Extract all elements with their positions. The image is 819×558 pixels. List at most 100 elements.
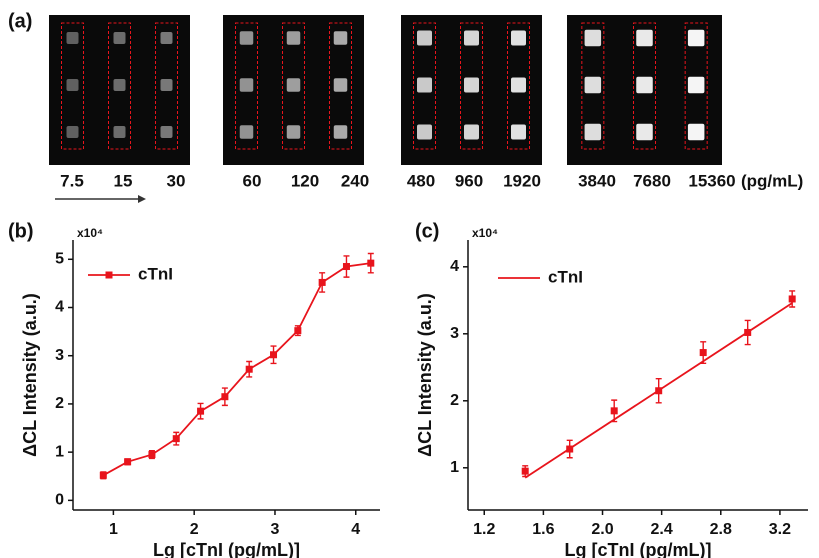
y-tick-label: 3 — [55, 347, 64, 364]
series-line — [103, 263, 371, 475]
concentration-label: 480 — [407, 171, 435, 190]
concentration-label: 7.5 — [60, 171, 84, 190]
concentration-label: 3840 — [578, 171, 616, 190]
data-point — [221, 393, 228, 400]
data-point — [124, 458, 131, 465]
cl-spot — [464, 31, 479, 46]
data-point — [700, 349, 707, 356]
cl-spot — [511, 78, 526, 93]
data-point — [611, 407, 618, 414]
cl-spot — [67, 126, 79, 138]
cl-spot — [636, 30, 653, 47]
cl-spot — [67, 32, 79, 44]
concentration-label: 15 — [114, 171, 133, 190]
cl-spot — [287, 125, 301, 139]
cl-spot — [67, 79, 79, 91]
cl-spot — [287, 78, 301, 92]
x-tick-label: 4 — [351, 521, 360, 538]
x-tick-label: 2.4 — [651, 521, 673, 538]
y-axis-label: ΔCL Intensity (a.u.) — [415, 293, 435, 457]
x-tick-label: 3.2 — [769, 521, 791, 538]
data-point — [197, 408, 204, 415]
data-point — [100, 472, 107, 479]
y-tick-label: 2 — [55, 395, 64, 412]
y-tick-label: 0 — [55, 492, 64, 509]
cl-spot — [287, 31, 301, 45]
data-point — [173, 435, 180, 442]
y-multiplier: x10⁴ — [77, 226, 103, 240]
cl-spot — [240, 78, 254, 92]
data-point — [148, 451, 155, 458]
y-tick-label: 4 — [450, 258, 459, 275]
cl-spot — [636, 124, 653, 141]
cl-spot — [688, 30, 705, 47]
y-multiplier: x10⁴ — [472, 226, 498, 240]
x-tick-label: 1.2 — [473, 521, 495, 538]
cl-spot — [464, 125, 479, 140]
x-tick-label: 2.0 — [591, 521, 613, 538]
x-tick-label: 1.6 — [532, 521, 554, 538]
cl-spot — [161, 79, 173, 91]
x-tick-label: 1 — [109, 521, 118, 538]
cl-spot — [688, 77, 705, 94]
cl-spot — [161, 126, 173, 138]
y-tick-label: 4 — [55, 299, 64, 316]
cl-spot — [585, 124, 602, 141]
cl-spot — [240, 125, 254, 139]
legend-marker — [106, 272, 113, 279]
cl-spot — [417, 125, 432, 140]
concentration-label: 60 — [243, 171, 262, 190]
cl-spot — [334, 125, 348, 139]
x-tick-label: 2.8 — [710, 521, 732, 538]
data-point — [655, 387, 662, 394]
data-point — [294, 327, 301, 334]
cl-spot — [334, 78, 348, 92]
legend-label: cTnI — [548, 267, 583, 286]
concentration-label: 960 — [455, 171, 483, 190]
cl-spot — [240, 31, 254, 45]
data-point — [744, 329, 751, 336]
y-axis-label: ΔCL Intensity (a.u.) — [20, 293, 40, 457]
panel-label: (b) — [8, 220, 34, 242]
cl-spot — [585, 77, 602, 94]
cl-spot — [511, 125, 526, 140]
legend-label: cTnI — [138, 264, 173, 283]
data-point — [246, 366, 253, 373]
cl-spot — [114, 126, 126, 138]
cl-spot — [636, 77, 653, 94]
data-point — [343, 263, 350, 270]
cl-spot — [585, 30, 602, 47]
y-tick-label: 1 — [450, 459, 459, 476]
data-point — [789, 295, 796, 302]
concentration-label: 15360 — [688, 171, 735, 190]
cl-spot — [511, 31, 526, 46]
data-point — [566, 446, 573, 453]
data-point — [319, 279, 326, 286]
y-tick-label: 3 — [450, 325, 459, 342]
x-tick-label: 2 — [190, 521, 199, 538]
concentration-label: 1920 — [503, 171, 541, 190]
cl-spot — [334, 31, 348, 45]
figure: (a) 7.5153060120240480960192038407680153… — [0, 0, 819, 558]
panel-label: (c) — [415, 220, 439, 242]
concentration-label: 240 — [341, 171, 369, 190]
cl-spot — [688, 124, 705, 141]
concentration-label: 30 — [167, 171, 186, 190]
data-point — [270, 351, 277, 358]
concentration-label: 7680 — [633, 171, 671, 190]
cl-spot — [114, 32, 126, 44]
x-tick-label: 3 — [271, 521, 280, 538]
arrow-head — [138, 195, 146, 203]
page: (a) 7.5153060120240480960192038407680153… — [0, 0, 819, 558]
cl-spot — [417, 78, 432, 93]
y-tick-label: 2 — [450, 392, 459, 409]
unit-label: (pg/mL) — [741, 171, 803, 190]
data-point — [522, 468, 529, 475]
panel-label: (a) — [8, 10, 32, 32]
y-tick-label: 5 — [55, 251, 64, 268]
concentration-label: 120 — [291, 171, 319, 190]
cl-spot — [464, 78, 479, 93]
data-point — [367, 260, 374, 267]
x-axis-label: Lg [cTnI (pg/mL)] — [153, 540, 300, 558]
y-tick-label: 1 — [55, 443, 64, 460]
